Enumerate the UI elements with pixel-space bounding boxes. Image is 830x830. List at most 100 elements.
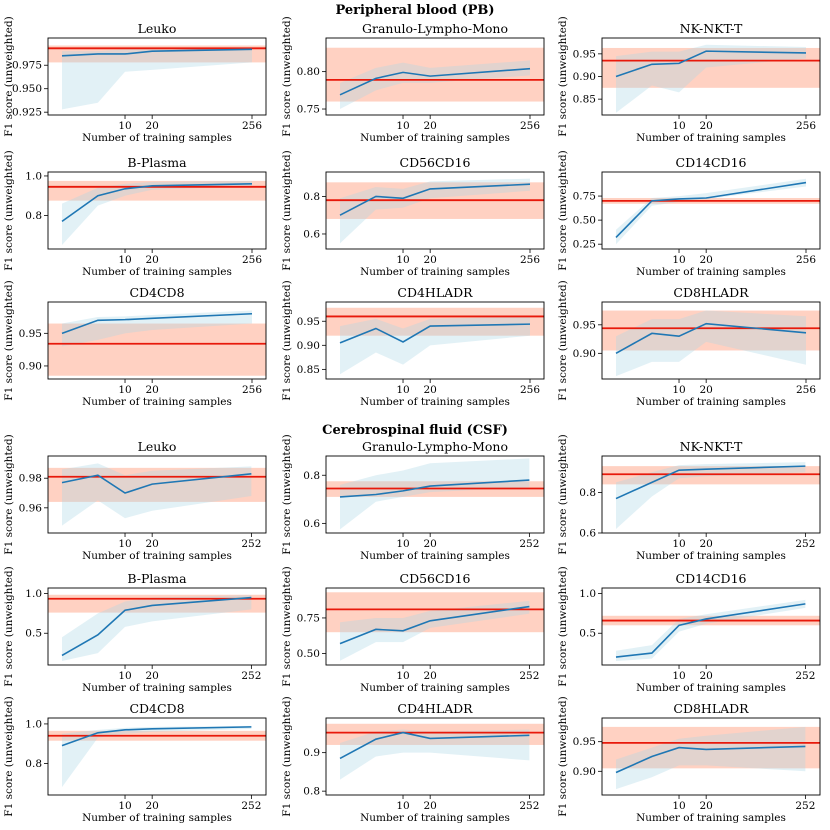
x-tick-label: 20 [423, 800, 436, 812]
y-tick-label: 0.8 [303, 786, 320, 798]
chart-title: CD4CD8 [129, 701, 184, 716]
y-tick-label: 0.90 [297, 340, 320, 352]
y-axis-label: F1 score (unweighted) [3, 150, 15, 270]
chart-panel-14: 0.5 1.0 10 20 252 CD14CD16 Number of training … [557, 566, 821, 694]
x-tick-label: 10 [672, 384, 685, 396]
plot-frame [47, 587, 267, 666]
y-tick-label: 0.90 [573, 766, 596, 778]
x-tick-label: 20 [699, 800, 712, 812]
x-tick-label: 10 [118, 384, 131, 396]
plot-frame [601, 717, 821, 796]
x-tick-label: 20 [423, 120, 436, 132]
x-tick-label: 252 [241, 538, 261, 550]
y-axis-label: F1 score (unweighted) [281, 434, 293, 554]
x-axis-label: Number of training samples [82, 266, 232, 278]
model-band [62, 463, 252, 526]
x-tick-label: 20 [423, 670, 436, 682]
y-tick-label: 0.75 [573, 191, 596, 203]
x-tick-label: 252 [241, 670, 261, 682]
x-tick-label: 256 [520, 384, 540, 396]
y-axis-label: F1 score (unweighted) [3, 696, 15, 816]
plot-frame [601, 171, 821, 250]
chart-title: B-Plasma [127, 571, 187, 586]
model-line [339, 479, 530, 498]
y-tick-label: 0.90 [573, 348, 596, 360]
chart-panel-9: 0.96 0.98 10 20 252 Leuko Number of training s… [3, 434, 267, 562]
plot-frame [47, 717, 267, 796]
x-tick-label: 252 [241, 800, 261, 812]
plot-frame [325, 171, 545, 250]
chart-title: CD14CD16 [676, 571, 747, 586]
y-tick-label: 0.50 [573, 215, 596, 227]
y-axis-label: F1 score (unweighted) [281, 566, 293, 686]
y-tick-label: 0.5 [25, 628, 42, 640]
x-tick-label: 10 [396, 800, 409, 812]
chart-title: CD56CD16 [400, 571, 471, 586]
model-band [616, 310, 806, 377]
x-tick-label: 20 [423, 538, 436, 550]
model-band [616, 44, 806, 113]
panels-group: 0.925 0.950 0.975 10 20 256 Leuko Number of tra… [3, 16, 821, 824]
x-tick-label: 252 [795, 670, 815, 682]
x-tick-label: 10 [396, 384, 409, 396]
x-tick-label: 20 [699, 120, 712, 132]
x-tick-label: 20 [145, 254, 158, 266]
x-tick-label: 10 [118, 670, 131, 682]
x-tick-label: 10 [396, 120, 409, 132]
chart-panel-3: 0.8 1.0 10 20 256 B-Plasma Number of training … [3, 150, 267, 278]
x-tick-label: 20 [145, 538, 158, 550]
plot-frame [325, 717, 545, 796]
chart-panel-2: 0.85 0.90 0.95 10 20 256 NK-NKT-T Number of tra… [557, 16, 821, 144]
chart-title: CD8HLADR [673, 701, 749, 716]
chart-title: Granulo-Lympho-Mono [362, 439, 508, 454]
model-line [61, 183, 253, 223]
y-tick-label: 0.75 [297, 104, 320, 116]
y-tick-label: 0.98 [19, 473, 42, 485]
chart-panel-6: 0.90 0.95 10 20 256 CD4CD8 Number of training … [3, 280, 267, 408]
x-tick-label: 256 [796, 254, 816, 266]
model-band [616, 599, 806, 662]
baseline-band [48, 323, 266, 376]
chart-panel-8: 0.90 0.95 10 20 256 CD8HLADR Number of trainin… [557, 280, 821, 408]
x-axis-label: Number of training samples [82, 396, 232, 408]
y-tick-label: 0.8 [579, 487, 596, 499]
y-tick-label: 1.0 [25, 588, 42, 600]
y-axis-label: F1 score (unweighted) [281, 280, 293, 400]
section-title-csf: Cerebrospinal fluid (CSF) [322, 423, 508, 438]
chart-title: CD14CD16 [676, 155, 747, 170]
x-tick-label: 256 [520, 254, 540, 266]
x-tick-label: 256 [242, 120, 262, 132]
y-axis-label: F1 score (unweighted) [281, 150, 293, 270]
plot-frame [47, 171, 267, 250]
chart-title: CD56CD16 [400, 155, 471, 170]
chart-title: B-Plasma [127, 155, 187, 170]
plot-frame [601, 587, 821, 666]
chart-title: Leuko [138, 439, 177, 454]
y-tick-label: 0.975 [12, 60, 42, 72]
model-line [615, 465, 806, 500]
baseline-band [48, 180, 266, 201]
y-tick-label: 1.0 [579, 588, 596, 600]
model-line [339, 67, 531, 96]
y-tick-label: 0.6 [303, 518, 320, 530]
chart-title: Leuko [138, 21, 177, 36]
model-band [616, 178, 806, 245]
y-tick-label: 0.5 [579, 628, 596, 640]
x-tick-label: 10 [672, 538, 685, 550]
x-tick-label: 256 [242, 254, 262, 266]
plot-frame [601, 455, 821, 534]
x-tick-label: 252 [519, 670, 539, 682]
model-line [339, 731, 530, 760]
model-band [340, 458, 530, 530]
model-band [62, 725, 252, 788]
y-tick-label: 0.95 [297, 316, 320, 328]
x-axis-label: Number of training samples [636, 682, 786, 694]
baseline-band [326, 307, 544, 336]
x-tick-label: 256 [796, 384, 816, 396]
x-axis-label: Number of training samples [360, 550, 510, 562]
x-axis-label: Number of training samples [636, 550, 786, 562]
x-tick-label: 252 [519, 800, 539, 812]
y-axis-label: F1 score (unweighted) [3, 566, 15, 686]
baseline-band [326, 592, 544, 633]
model-line [615, 745, 806, 774]
